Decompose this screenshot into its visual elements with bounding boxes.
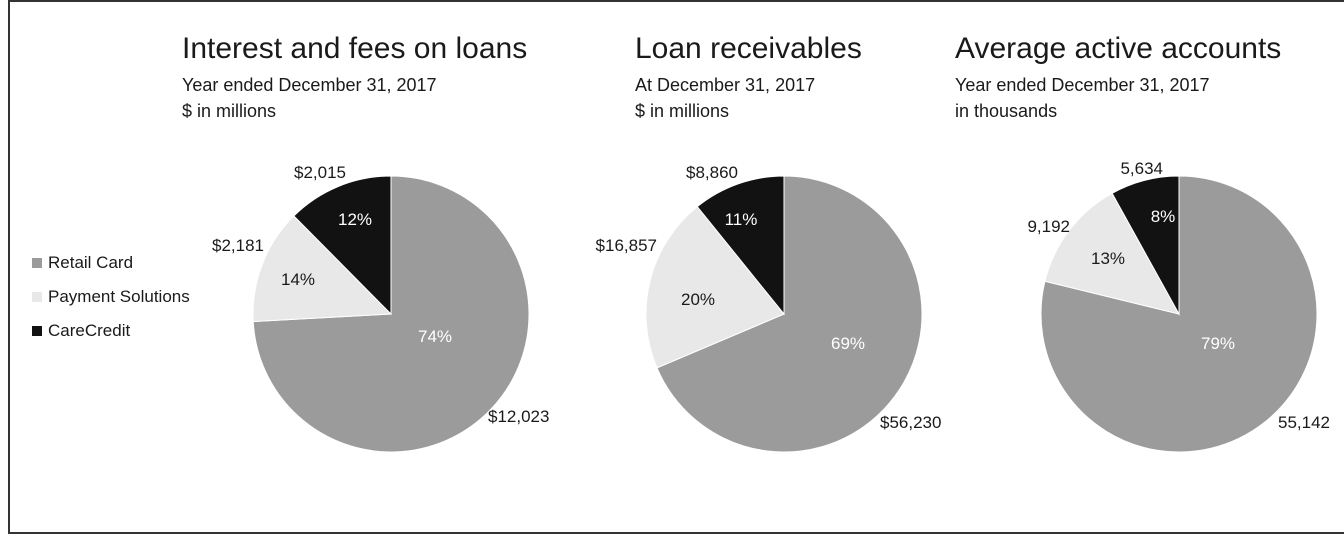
percent-label: 8% bbox=[1151, 207, 1176, 226]
pie-slice-payment-solutions bbox=[645, 205, 785, 369]
chart-title: Interest and fees on loans bbox=[182, 32, 528, 65]
pie-slice-retail-card bbox=[656, 175, 923, 453]
value-label: 55,142 bbox=[1278, 413, 1330, 432]
chart-title: Average active accounts bbox=[955, 32, 1282, 65]
pie-slice-carecredit bbox=[1111, 175, 1180, 316]
pie-slice-carecredit bbox=[696, 175, 785, 316]
chart-subtitle: At December 31, 2017 bbox=[635, 75, 816, 95]
chart-subtitle: in thousands bbox=[955, 101, 1058, 121]
chart-subtitle: $ in millions bbox=[182, 101, 277, 121]
value-label: $8,860 bbox=[686, 163, 738, 182]
pie-chart-interest-fees: 74% $12,023 14% $2,181 12% $2,015 bbox=[212, 163, 549, 453]
legend-item-carecredit: CareCredit bbox=[32, 314, 190, 348]
percent-label: 11% bbox=[725, 210, 758, 229]
pie-chart-active-accounts: 79% 55,142 13% 9,192 8% 5,634 bbox=[1027, 159, 1330, 453]
legend-item-payment-solutions: Payment Solutions bbox=[32, 280, 190, 314]
legend-label: CareCredit bbox=[48, 321, 131, 340]
chart-title: Loan receivables bbox=[635, 32, 862, 65]
chart-subtitle: Year ended December 31, 2017 bbox=[955, 75, 1210, 95]
chart-frame bbox=[8, 0, 1344, 534]
percent-label: 79% bbox=[1201, 334, 1235, 353]
percent-label: 20% bbox=[681, 290, 715, 309]
legend-item-retail-card: Retail Card bbox=[32, 246, 190, 280]
value-label: $12,023 bbox=[488, 407, 549, 426]
percent-label: 13% bbox=[1091, 249, 1125, 268]
legend-swatch-payment-solutions bbox=[32, 292, 42, 302]
pie-chart-loan-receivables: 69% $56,230 20% $16,857 11% $8,860 bbox=[596, 163, 941, 453]
legend-label: Payment Solutions bbox=[48, 287, 190, 306]
pie-slice-payment-solutions bbox=[252, 215, 393, 323]
legend-swatch-retail-card bbox=[32, 258, 42, 268]
pie-slice-carecredit bbox=[293, 175, 392, 316]
pie-slice-payment-solutions bbox=[1044, 192, 1180, 315]
percent-label: 69% bbox=[831, 334, 865, 353]
percent-label: 14% bbox=[281, 270, 315, 289]
legend-swatch-carecredit bbox=[32, 326, 42, 336]
value-label: $16,857 bbox=[596, 236, 657, 255]
value-label: $2,015 bbox=[294, 163, 346, 182]
chart-subtitle: Year ended December 31, 2017 bbox=[182, 75, 437, 95]
value-label: 5,634 bbox=[1120, 159, 1163, 178]
value-label: $2,181 bbox=[212, 236, 264, 255]
value-label: 9,192 bbox=[1027, 217, 1070, 236]
legend: Retail Card Payment Solutions CareCredit bbox=[32, 246, 190, 348]
value-label: $56,230 bbox=[880, 413, 941, 432]
percent-label: 12% bbox=[338, 210, 372, 229]
percent-label: 74% bbox=[418, 327, 452, 346]
legend-label: Retail Card bbox=[48, 253, 134, 272]
chart-subtitle: $ in millions bbox=[635, 101, 730, 121]
